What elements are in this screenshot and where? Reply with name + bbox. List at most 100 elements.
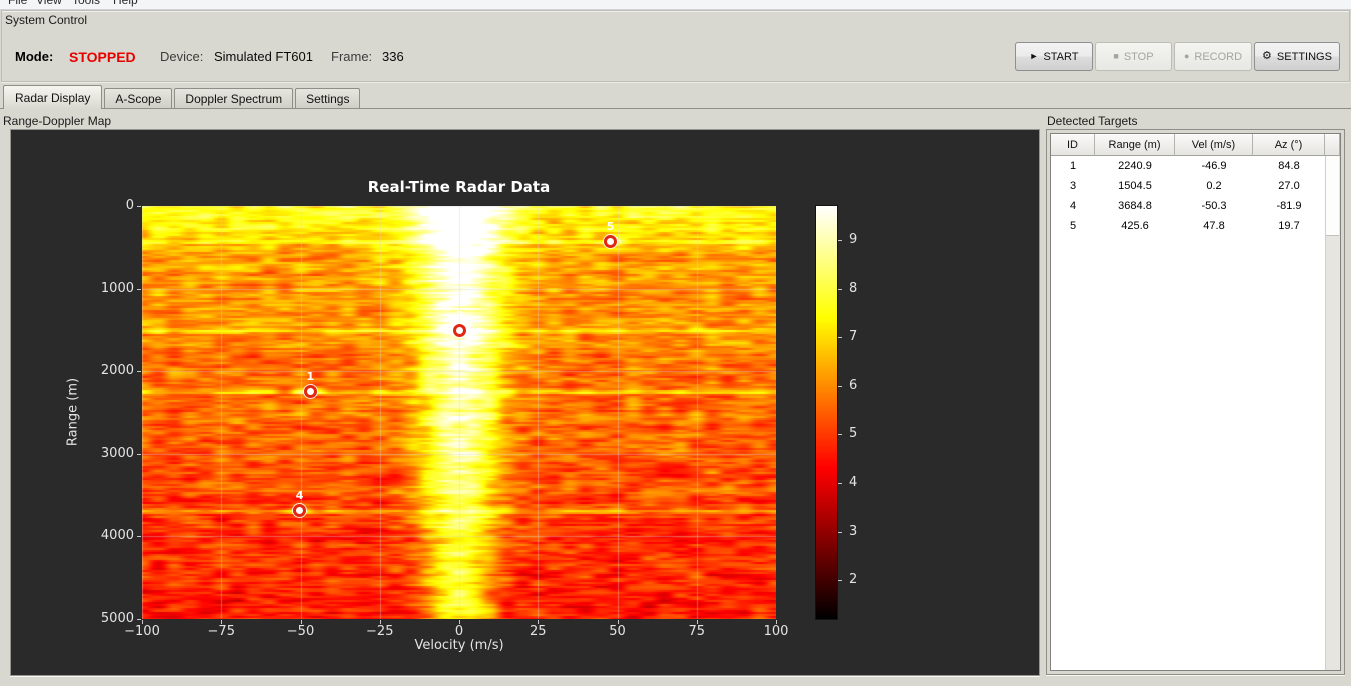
chart-title: Real-Time Radar Data (367, 178, 551, 196)
x-tick-mark (300, 620, 302, 624)
table-cell: 27.0 (1278, 180, 1300, 192)
settings-button-label: SETTINGS (1276, 50, 1332, 63)
x-tick-label: −75 (207, 624, 235, 639)
colorbar-tick-mark (838, 434, 842, 436)
table-row[interactable]: 1 2240.9 -46.9 84.8 (1051, 156, 1340, 176)
range-doppler-heatmap[interactable] (142, 206, 776, 619)
table-row[interactable]: 5 425.6 47.8 19.7 (1051, 216, 1340, 236)
tab-doppler-spectrum[interactable]: Doppler Spectrum (174, 88, 294, 109)
y-tick-label: 1000 (100, 280, 134, 296)
system-control-groupbox: System Control Mode: STOPPED Device: Sim… (1, 10, 1350, 82)
table-cell: 19.7 (1278, 220, 1300, 232)
y-tick-label: 3000 (100, 445, 134, 461)
table-cell: -81.9 (1276, 200, 1302, 212)
stop-button-label: STOP (1123, 50, 1154, 63)
menu-item-help[interactable]: Help (113, 0, 138, 7)
table-cell: 1504.5 (1118, 180, 1152, 192)
x-tick-label: 25 (529, 624, 547, 639)
start-button[interactable]: ► START (1015, 42, 1093, 71)
target-marker-label: 3 (455, 309, 464, 323)
y-tick-mark (137, 619, 141, 620)
x-tick-mark (696, 620, 698, 624)
table-scrollbar[interactable] (1325, 156, 1340, 670)
target-marker-label: 5 (606, 220, 615, 234)
x-tick-mark (221, 620, 223, 624)
x-axis-label: Velocity (m/s) (414, 638, 504, 653)
target-marker-label: 1 (306, 370, 315, 384)
target-marker-4[interactable] (293, 503, 307, 517)
colorbar-tick-label: 3 (849, 523, 858, 539)
device-label: Device: (160, 49, 204, 64)
table-cell: 1 (1069, 160, 1077, 172)
y-tick-label: 0 (125, 198, 134, 213)
stop-button[interactable]: ■ STOP (1095, 42, 1172, 71)
target-marker-1[interactable] (303, 384, 317, 398)
x-tick-mark (379, 620, 381, 624)
table-cell: 4 (1069, 200, 1077, 212)
column-header-id[interactable]: ID (1051, 134, 1095, 156)
settings-button[interactable]: ⚙ SETTINGS (1254, 42, 1340, 71)
colorbar-tick-label: 4 (849, 474, 858, 490)
table-cell: 47.8 (1203, 220, 1225, 232)
column-header-range[interactable]: Range (m) (1095, 134, 1175, 156)
target-marker-5[interactable] (604, 234, 618, 248)
y-tick-mark (137, 288, 141, 290)
play-icon: ► (1029, 51, 1039, 61)
column-header-az[interactable]: Az (°) (1253, 134, 1325, 156)
detected-targets-table[interactable]: ID Range (m) Vel (m/s) Az (°) 1 2240.9 -46.9 8… (1050, 133, 1341, 671)
y-tick-mark (137, 371, 141, 373)
start-button-label: START (1043, 50, 1079, 63)
record-icon: ● (1183, 51, 1190, 61)
menu-bar: File View Tools Help (0, 0, 1351, 10)
menu-item-file[interactable]: File (8, 0, 28, 7)
y-tick-label: 5000 (100, 611, 134, 626)
x-tick-mark (142, 620, 143, 624)
device-value: Simulated FT601 (214, 49, 313, 64)
tab-bar: Radar Display A-Scope Doppler Spectrum Sett… (3, 85, 362, 109)
x-tick-label: −25 (366, 624, 394, 639)
table-header-row: ID Range (m) Vel (m/s) Az (°) (1051, 134, 1340, 156)
target-marker-label: 4 (295, 489, 304, 503)
system-control-title: System Control (5, 13, 88, 27)
frame-label: Frame: (331, 49, 373, 64)
table-row[interactable]: 3 1504.5 0.2 27.0 (1051, 176, 1340, 196)
table-cell: 0.2 (1206, 180, 1222, 192)
colorbar-tick-mark (838, 337, 842, 339)
x-tick-label: 0 (454, 624, 464, 639)
range-doppler-plot-panel: Real-Time Radar Data Velocity (m/s) Rang… (10, 129, 1040, 676)
table-cell: -46.9 (1201, 160, 1227, 172)
x-tick-mark (617, 620, 619, 624)
tab-radar-display[interactable]: Radar Display (3, 85, 103, 109)
tab-settings[interactable]: Settings (295, 88, 361, 109)
colorbar-tick-label: 2 (849, 572, 858, 588)
colorbar-tick-mark (838, 531, 842, 533)
y-tick-label: 4000 (100, 528, 134, 544)
colorbar-tick-mark (838, 482, 842, 484)
record-button[interactable]: ● RECORD (1174, 42, 1252, 71)
colorbar (815, 205, 838, 620)
mode-label: Mode: (15, 49, 54, 64)
target-marker-3[interactable] (453, 323, 467, 337)
menu-item-view[interactable]: View (36, 0, 62, 7)
x-tick-label: 50 (609, 624, 626, 639)
x-tick-mark (776, 620, 777, 624)
detected-targets-label: Detected Targets (1047, 114, 1138, 128)
table-cell: 5 (1069, 220, 1077, 232)
menu-item-tools[interactable]: Tools (72, 0, 101, 7)
table-cell: 425.6 (1121, 220, 1149, 232)
colorbar-tick-label: 6 (849, 377, 858, 393)
table-row[interactable]: 4 3684.8 -50.3 -81.9 (1051, 196, 1340, 216)
x-tick-label: 100 (763, 624, 789, 639)
colorbar-tick-mark (838, 385, 842, 387)
table-cell: 3 (1069, 180, 1077, 192)
mode-value: STOPPED (69, 49, 136, 65)
column-header-stub (1325, 134, 1340, 156)
table-scrollbar-thumb[interactable] (1326, 156, 1339, 236)
detected-targets-frame: ID Range (m) Vel (m/s) Az (°) 1 2240.9 -46.9 8… (1046, 129, 1345, 675)
x-tick-mark (459, 620, 460, 624)
tab-a-scope[interactable]: A-Scope (104, 88, 173, 109)
stop-icon: ■ (1113, 51, 1119, 61)
x-tick-label: −100 (124, 624, 160, 639)
colorbar-tick-mark (838, 240, 842, 241)
column-header-vel[interactable]: Vel (m/s) (1175, 134, 1253, 156)
